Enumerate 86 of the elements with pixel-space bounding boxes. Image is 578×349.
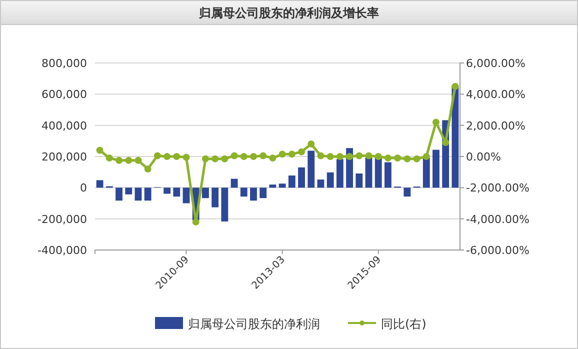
point	[116, 156, 123, 164]
legend-label: 归属母公司股东的净利润	[188, 317, 320, 331]
point	[164, 153, 171, 160]
point	[230, 152, 238, 160]
point	[134, 156, 142, 164]
y-tick-label: -200,000	[38, 212, 87, 226]
bar	[202, 188, 209, 198]
point	[96, 146, 104, 154]
bar	[125, 188, 132, 194]
point	[432, 118, 440, 126]
bar	[288, 176, 296, 188]
bar	[173, 188, 180, 197]
point	[250, 153, 257, 160]
y-tick-label: 0	[80, 182, 87, 195]
y2-tick-label: -6,000.00%	[466, 244, 530, 257]
point	[240, 153, 248, 160]
point	[384, 154, 392, 162]
y-tick-label: -400,000	[38, 244, 87, 257]
bar	[308, 150, 315, 188]
point	[106, 154, 113, 162]
y2-tick-label: 6,000.00%	[466, 57, 526, 70]
point	[192, 218, 200, 226]
bar	[96, 180, 104, 188]
point	[326, 153, 334, 160]
y2-tick-label: 2,000.00%	[466, 119, 526, 132]
bar	[250, 188, 257, 201]
y-tick-label: 800,000	[42, 57, 87, 70]
point	[288, 150, 296, 158]
y-tick-label: 200,000	[42, 150, 87, 164]
bar	[404, 188, 411, 197]
point	[374, 153, 382, 160]
bar	[298, 167, 305, 188]
bar	[116, 188, 122, 201]
point	[298, 148, 306, 156]
point	[221, 155, 228, 162]
y-tick-label: 600,000	[42, 88, 87, 102]
point	[317, 152, 324, 160]
point	[125, 156, 132, 164]
point	[173, 153, 180, 160]
y-tick-label: 400,000	[42, 119, 87, 132]
bar	[326, 172, 334, 188]
bar	[365, 158, 372, 188]
bar	[356, 173, 363, 188]
bar	[422, 158, 430, 188]
point	[308, 140, 315, 148]
bar	[452, 86, 459, 188]
point	[422, 153, 430, 160]
bar	[278, 184, 286, 188]
point	[182, 154, 190, 161]
bar	[269, 184, 276, 188]
bar	[182, 188, 190, 204]
bar	[432, 150, 440, 188]
point	[260, 152, 267, 160]
point	[394, 154, 402, 162]
point	[278, 150, 286, 158]
point	[144, 165, 152, 172]
bar	[134, 188, 142, 201]
y2-tick-label: 4,000.00%	[466, 88, 526, 102]
legend-label: 同比(右)	[381, 317, 426, 331]
bar	[384, 162, 392, 188]
y2-tick-label: -2,000.00%	[466, 182, 530, 195]
bar	[144, 188, 152, 201]
point	[452, 82, 459, 90]
point	[365, 152, 372, 160]
bar	[374, 158, 382, 188]
bar	[164, 188, 170, 194]
bar	[230, 178, 238, 188]
point	[413, 155, 420, 162]
point	[356, 152, 363, 160]
bar	[336, 159, 344, 188]
point	[442, 138, 450, 146]
bar	[240, 188, 248, 197]
bar	[212, 188, 219, 208]
bar	[221, 188, 228, 222]
bar	[317, 180, 324, 188]
point	[212, 155, 219, 162]
point	[336, 153, 344, 160]
y2-tick-label: -4,000.00%	[466, 212, 530, 226]
chart-title: 归属母公司股东的净利润及增长率	[198, 6, 379, 20]
bar	[260, 188, 267, 198]
point	[346, 153, 354, 160]
y2-tick-label: 0.00%	[466, 150, 501, 164]
point	[154, 152, 161, 160]
point	[404, 155, 411, 162]
point	[202, 155, 209, 162]
point	[269, 154, 276, 162]
